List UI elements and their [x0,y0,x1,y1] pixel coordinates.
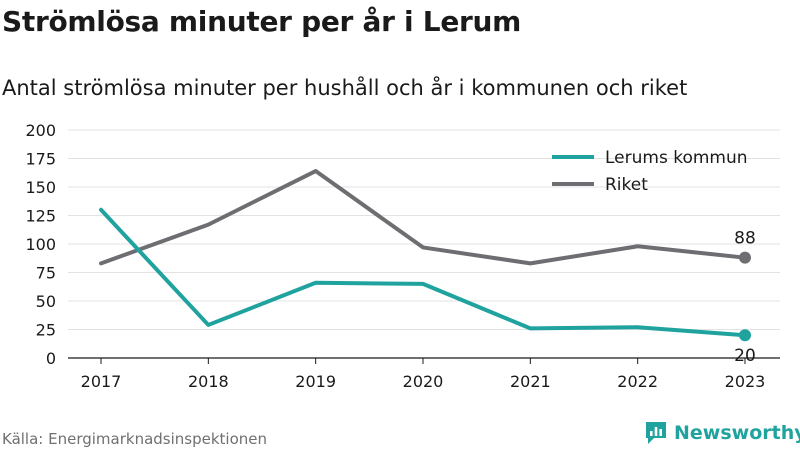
y-tick-label: 0 [46,349,56,368]
chart-title: Strömlösa minuter per år i Lerum [2,5,522,38]
newsworthy-logo-icon [646,422,666,444]
y-tick-label: 100 [25,235,56,254]
end-label-riket: 88 [734,229,756,249]
y-tick-label: 150 [25,178,56,197]
x-tick-label: 2018 [188,372,229,391]
x-tick-label: 2020 [403,372,444,391]
brand-name: Newsworthy [674,422,800,444]
series-line-lerums-kommun [99,207,747,338]
x-tick-label: 2017 [81,372,122,391]
legend-label: Riket [605,175,648,195]
series-end-point-riket [739,251,751,264]
series-end-point-lerums-kommun [739,329,751,342]
x-tick-label: 2021 [510,372,551,391]
chart-subtitle: Antal strömlösa minuter per hushåll och … [2,76,688,100]
y-tick-label: 50 [36,292,56,311]
y-tick-label: 75 [36,264,56,283]
end-label-lerums-kommun: 20 [734,346,756,366]
y-tick-label: 175 [25,150,56,169]
x-tick-label: 2022 [617,372,658,391]
y-tick-label: 125 [25,207,56,226]
y-tick-label: 200 [25,121,56,140]
y-tick-label: 25 [36,321,56,340]
source-note: Källa: Energimarknadsinspektionen [2,430,268,448]
brand-logo: Newsworthy [644,420,800,446]
x-tick-label: 2023 [725,372,766,391]
series-line-riket [99,169,747,266]
legend-label: Lerums kommun [605,148,748,168]
x-tick-label: 2019 [295,372,336,391]
